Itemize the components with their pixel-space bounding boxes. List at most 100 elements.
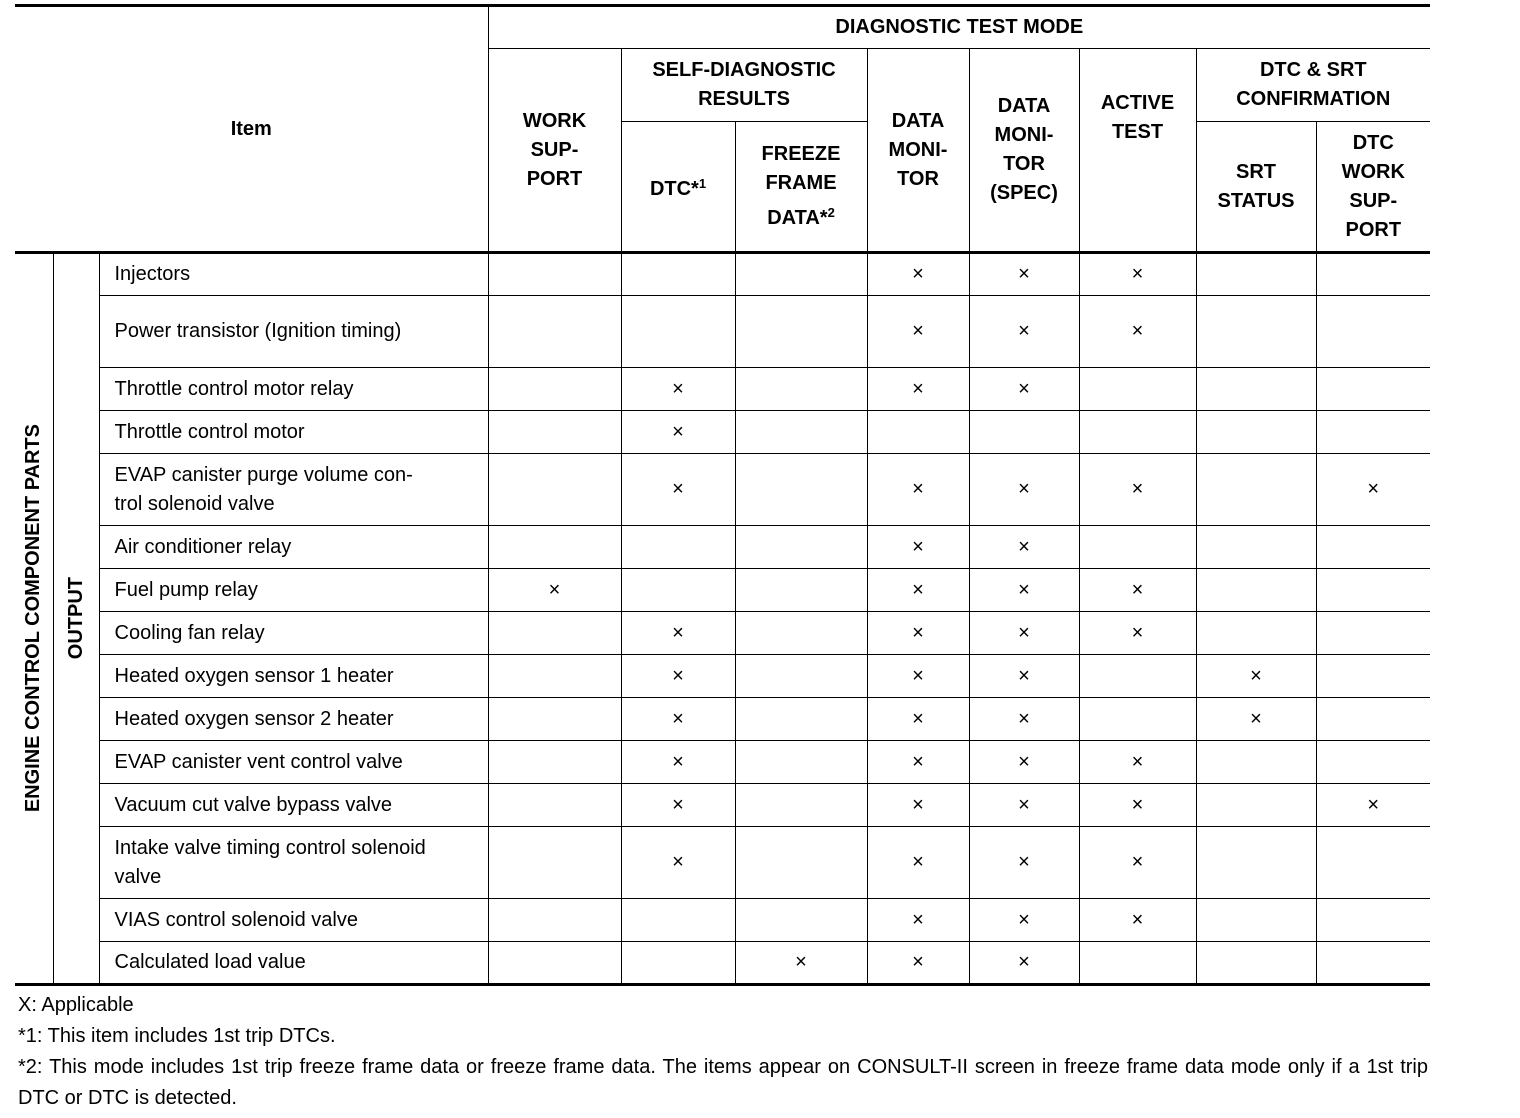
applicable-mark: ×: [1018, 535, 1030, 558]
cell-data_monitor_spec: ×: [968, 367, 1080, 411]
table-row: Vacuum cut valve bypass valve × × × × ×: [15, 783, 1431, 827]
cell-freeze_frame: [734, 740, 868, 784]
item-name: Heated oxygen sensor 2 heater: [99, 697, 489, 741]
cell-dtc_work_support: [1315, 410, 1431, 454]
table-row: Air conditioner relay × ×: [15, 525, 1431, 569]
applicable-mark: ×: [1018, 793, 1030, 816]
cell-data_monitor: ×: [866, 568, 970, 612]
applicable-mark: ×: [912, 263, 924, 285]
cell-work_support: [487, 898, 622, 942]
cell-active_test: ×: [1078, 740, 1197, 784]
item-name-line: EVAP canister purge volume con-: [114, 463, 413, 486]
cell-dtc: ×: [620, 453, 736, 526]
table-row: VIAS control solenoid valve × × ×: [15, 898, 1431, 942]
cell-srt_status: [1195, 252, 1317, 296]
cell-data_monitor_spec: ×: [968, 654, 1080, 698]
applicable-mark: ×: [1131, 263, 1144, 285]
dtc-srt-confirmation-header: DTC & SRT CONFIRMATION: [1195, 48, 1431, 122]
cell-freeze_frame: [734, 525, 868, 569]
cell-work_support: [487, 611, 622, 655]
applicable-mark: ×: [1367, 478, 1380, 500]
table-row: Throttle control motor relay × × ×: [15, 367, 1431, 411]
item-name: Vacuum cut valve bypass valve: [99, 783, 489, 827]
cell-freeze_frame: [734, 654, 868, 698]
active-test-header: ACTIVE TEST: [1078, 48, 1197, 254]
dtc-work-support-header: DTC WORK SUP- PORT: [1315, 121, 1431, 254]
item-name-line: Heated oxygen sensor 2 heater: [114, 707, 394, 730]
cell-data_monitor: ×: [866, 826, 970, 899]
table-row: ENGINE CONTROL COMPONENT PARTS OUTPUT Inje…: [15, 252, 1431, 986]
cell-data_monitor_spec: ×: [968, 697, 1080, 741]
table-row: EVAP canister purge volume con-trol sole…: [15, 453, 1431, 526]
cell-data_monitor_spec: ×: [968, 252, 1080, 296]
cell-srt_status: [1195, 525, 1317, 569]
cell-srt_status: [1195, 611, 1317, 655]
cell-dtc_work_support: [1315, 740, 1431, 784]
applicable-mark: ×: [1018, 263, 1030, 285]
item-name: Injectors: [98, 252, 489, 296]
table-row: Calculated load value × × ×: [15, 941, 1431, 986]
cell-work_support: [487, 252, 622, 296]
cell-srt_status: ×: [1195, 654, 1317, 698]
cell-work_support: [487, 941, 622, 986]
cell-srt_status: [1195, 568, 1317, 612]
cell-data_monitor: ×: [866, 697, 970, 741]
cell-freeze_frame: ×: [734, 941, 868, 986]
cell-active_test: [1078, 367, 1197, 411]
item-name: Throttle control motor: [99, 410, 489, 454]
applicable-mark: ×: [672, 851, 684, 873]
item-name-line: Air conditioner relay: [114, 535, 292, 558]
cell-dtc_work_support: [1315, 611, 1431, 655]
cell-srt_status: [1195, 410, 1317, 454]
cell-dtc_work_support: ×: [1315, 783, 1431, 827]
item-header: Item: [15, 4, 489, 254]
cell-dtc_work_support: [1315, 697, 1431, 741]
cell-dtc: [620, 898, 736, 942]
note-2: *2: This mode includes 1st trip freeze f…: [18, 1056, 1428, 1109]
cell-dtc: ×: [620, 410, 736, 454]
table-row: Cooling fan relay × × × ×: [15, 611, 1431, 655]
item-name: Calculated load value: [99, 941, 489, 986]
cell-dtc_work_support: [1315, 367, 1431, 411]
item-name: Power transistor (Ignition timing): [99, 295, 489, 368]
table-row: Heated oxygen sensor 2 heater × × × ×: [15, 697, 1431, 741]
applicable-mark: ×: [795, 951, 807, 973]
cell-dtc: [620, 252, 736, 296]
applicable-mark: ×: [672, 377, 684, 400]
applicable-mark: ×: [912, 750, 924, 773]
cell-dtc_work_support: [1315, 941, 1431, 986]
cell-dtc: [620, 295, 736, 368]
cell-data_monitor_spec: ×: [968, 525, 1080, 569]
cell-active_test: [1078, 941, 1197, 986]
item-name-line: valve: [114, 865, 162, 888]
cell-freeze_frame: [734, 697, 868, 741]
applicable-mark: ×: [1250, 707, 1262, 730]
cell-dtc: [620, 941, 736, 986]
cell-work_support: [487, 295, 622, 368]
item-name: Intake valve timing control solenoid valv…: [99, 826, 489, 899]
output-label: OUTPUT: [52, 252, 100, 986]
cell-work_support: [487, 826, 622, 899]
applicable-mark: ×: [672, 793, 684, 816]
cell-dtc_work_support: [1315, 826, 1431, 899]
cell-data_monitor: ×: [866, 740, 970, 784]
item-name-line: Heated oxygen sensor 1 heater: [114, 664, 394, 687]
applicable-mark: ×: [1018, 851, 1030, 873]
diagnostic-test-mode-header: DIAGNOSTIC TEST MODE: [487, 4, 1431, 49]
applicable-mark: ×: [1018, 320, 1030, 342]
item-name-line: Injectors: [114, 263, 191, 285]
cell-data_monitor_spec: ×: [968, 941, 1080, 986]
applicable-mark: ×: [1131, 578, 1144, 601]
item-name-line: VIAS control solenoid valve: [114, 908, 358, 931]
applicable-mark: ×: [912, 851, 924, 873]
cell-data_monitor_spec: ×: [968, 826, 1080, 899]
applicable-mark: ×: [1367, 793, 1380, 816]
note-applicable: X: Applicable: [18, 994, 134, 1016]
applicable-mark: ×: [912, 707, 924, 730]
cell-srt_status: [1195, 367, 1317, 411]
cell-data_monitor: ×: [866, 295, 970, 368]
self-diagnostic-results-header: SELF-DIAGNOSTIC RESULTS: [620, 48, 868, 122]
cell-freeze_frame: [734, 568, 868, 612]
applicable-mark: ×: [672, 420, 684, 443]
data-monitor-spec-header: DATA MONI- TOR (SPEC): [968, 48, 1080, 254]
